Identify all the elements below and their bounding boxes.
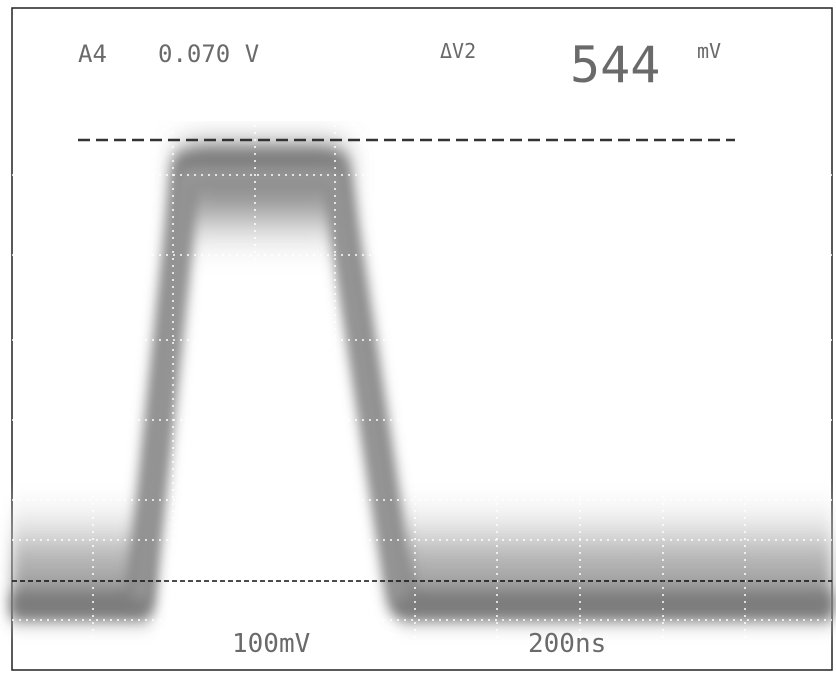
delta-label: ΔV2 (440, 39, 476, 63)
volts-per-div: 100mV (232, 629, 310, 659)
delta-value: 544 (570, 36, 660, 94)
level: 0.070 V (158, 40, 259, 68)
channel: A4 (78, 40, 107, 68)
delta-unit: mV (697, 39, 721, 63)
scope-screen: A4 0.070 V ΔV2 544 mV 100mV 200ns (0, 0, 836, 675)
time-per-div: 200ns (528, 629, 606, 659)
